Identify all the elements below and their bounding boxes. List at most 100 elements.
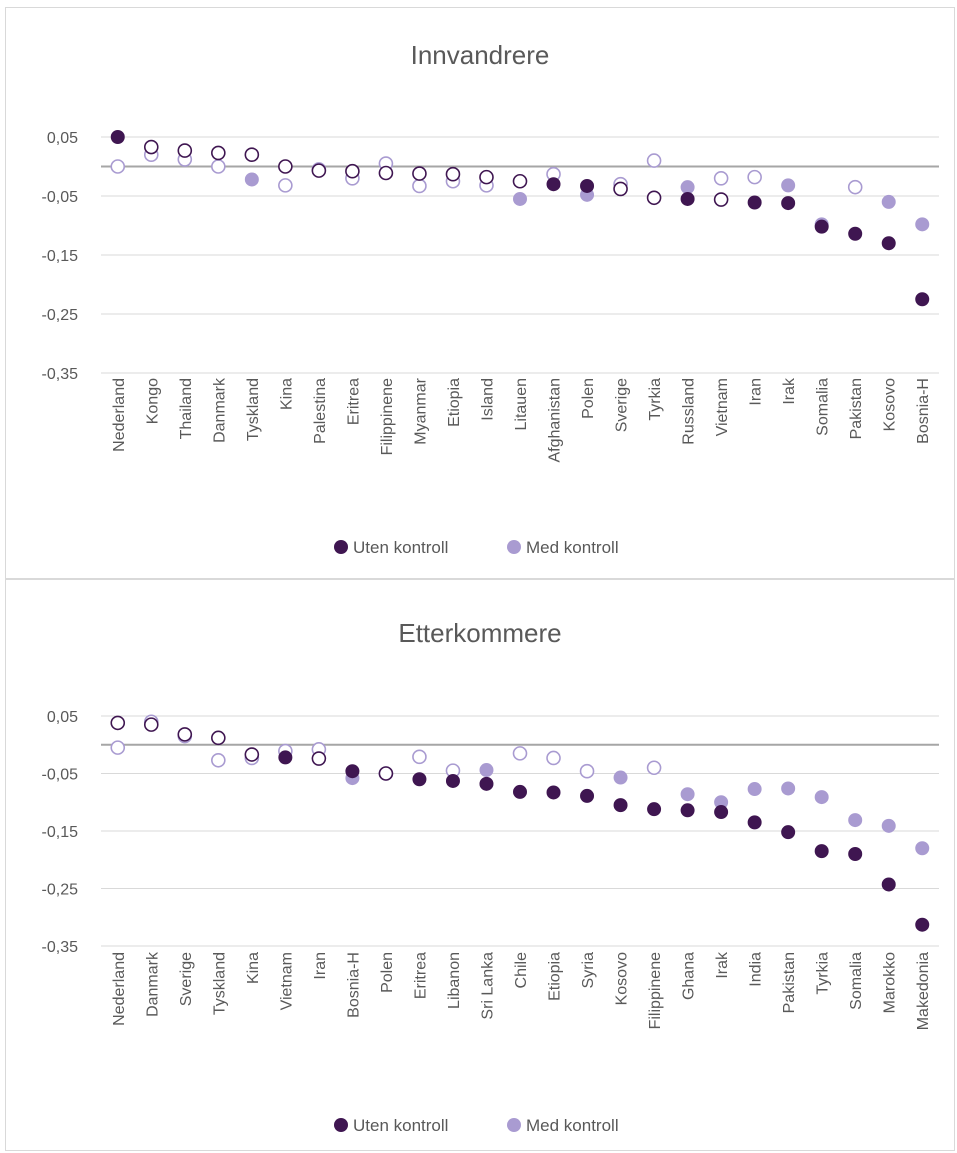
chart-title: Innvandrere xyxy=(411,40,550,70)
y-tick-label: -0,25 xyxy=(42,882,79,899)
point-uten-kontroll xyxy=(143,717,159,732)
x-tick-label: Syria xyxy=(580,952,597,989)
point-uten-kontroll xyxy=(378,766,394,781)
point-med-kontroll xyxy=(110,740,126,755)
x-tick-label: Iran xyxy=(312,952,329,980)
chart-etterkommere: Etterkommere 0,05 -0,05 -0,15 -0,25 -0,35 Ne… xyxy=(42,618,939,1135)
point-med-kontroll xyxy=(781,178,796,193)
point-uten-kontroll xyxy=(714,805,729,820)
y-tick-label: 0,05 xyxy=(47,709,78,726)
point-uten-kontroll xyxy=(110,130,125,144)
point-med-kontroll xyxy=(244,172,259,187)
x-tick-label: Libanon xyxy=(446,952,463,1009)
x-tick-label: Eritrea xyxy=(345,378,362,425)
x-tick-label: Somalia xyxy=(848,952,865,1010)
x-tick-label: Iran xyxy=(748,378,765,406)
x-tick-label: India xyxy=(748,952,765,987)
y-tick-label: -0,05 xyxy=(42,767,79,784)
point-med-kontroll xyxy=(781,781,796,796)
x-tick-label: Thailand xyxy=(178,378,195,439)
x-tick-label: Vietnam xyxy=(714,378,731,436)
point-uten-kontroll xyxy=(177,727,193,742)
x-tick-label: Filippinene xyxy=(647,952,664,1029)
point-med-kontroll xyxy=(412,178,427,194)
point-uten-kontroll xyxy=(177,143,193,158)
point-uten-kontroll xyxy=(647,802,662,817)
point-uten-kontroll xyxy=(646,190,662,206)
x-tick-label: Marokko xyxy=(882,952,899,1013)
point-med-kontroll xyxy=(110,159,126,174)
point-uten-kontroll xyxy=(211,145,226,161)
point-uten-kontroll xyxy=(613,798,628,813)
point-uten-kontroll xyxy=(479,169,494,185)
point-med-kontroll xyxy=(646,153,662,168)
point-uten-kontroll xyxy=(881,236,896,251)
legend-marker-uten xyxy=(334,540,348,554)
y-tick-label: 0,05 xyxy=(47,130,78,147)
legend-label-uten: Uten kontroll xyxy=(353,1116,448,1135)
x-tick-label: Danmark xyxy=(211,377,228,443)
point-uten-kontroll xyxy=(814,844,829,859)
point-med-kontroll xyxy=(513,191,527,206)
point-uten-kontroll xyxy=(445,773,460,788)
x-tick-label: Kongo xyxy=(144,378,161,424)
point-uten-kontroll xyxy=(311,163,327,178)
point-med-kontroll xyxy=(747,169,762,185)
x-tick-label: Makedonia xyxy=(915,952,932,1030)
x-tick-label: Filippinene xyxy=(379,378,396,455)
x-tick-label: Pakistan xyxy=(781,952,798,1013)
x-tick-label: Ghana xyxy=(681,952,698,1000)
point-med-kontroll xyxy=(881,194,896,209)
legend-marker-med xyxy=(507,1118,521,1132)
point-med-kontroll xyxy=(613,770,628,785)
chart-title: Etterkommere xyxy=(398,618,561,648)
point-uten-kontroll xyxy=(211,730,226,746)
chart-panel-innvandrere: Innvandrere 0,05 -0,05 -0,15 -0,25 -0,35 Ned… xyxy=(5,7,955,579)
point-med-kontroll xyxy=(915,217,930,232)
x-tick-label: Kosovo xyxy=(882,378,899,431)
point-uten-kontroll xyxy=(881,877,896,892)
point-uten-kontroll xyxy=(378,165,394,181)
x-tick-label: Island xyxy=(479,378,496,421)
point-uten-kontroll xyxy=(814,219,829,234)
legend-label-med: Med kontroll xyxy=(526,1116,619,1135)
point-med-kontroll xyxy=(848,813,863,828)
point-uten-kontroll xyxy=(479,776,494,791)
point-uten-kontroll xyxy=(412,166,427,181)
x-tick-label: Somalia xyxy=(815,378,832,436)
point-med-kontroll xyxy=(211,159,226,174)
x-tick-label: Tyskland xyxy=(211,952,228,1015)
point-uten-kontroll xyxy=(580,178,595,193)
x-tick-label: Vietnam xyxy=(278,952,295,1010)
point-uten-kontroll xyxy=(915,292,930,307)
point-med-kontroll xyxy=(646,760,662,776)
point-med-kontroll xyxy=(680,787,695,802)
point-uten-kontroll xyxy=(781,825,796,840)
x-tick-label: Eritrea xyxy=(412,952,429,999)
x-tick-label: Palestina xyxy=(312,378,329,444)
y-tick-label: -0,15 xyxy=(42,824,79,841)
x-tick-label: Nederland xyxy=(111,378,128,452)
x-tick-label: Sverige xyxy=(178,952,195,1006)
point-uten-kontroll xyxy=(244,147,260,162)
y-tick-label: -0,35 xyxy=(42,366,79,383)
point-med-kontroll xyxy=(579,763,595,779)
point-uten-kontroll xyxy=(680,191,695,206)
y-tick-label: -0,25 xyxy=(42,307,79,324)
y-tick-label: -0,05 xyxy=(42,189,79,206)
point-uten-kontroll xyxy=(278,750,293,765)
point-med-kontroll xyxy=(211,752,226,768)
point-uten-kontroll xyxy=(311,751,327,766)
x-tick-label: Irak xyxy=(714,951,731,979)
point-med-kontroll xyxy=(847,179,863,195)
point-uten-kontroll xyxy=(513,784,527,799)
point-uten-kontroll xyxy=(445,166,461,182)
chart-innvandrere: Innvandrere 0,05 -0,05 -0,15 -0,25 -0,35 Ned… xyxy=(42,40,939,557)
x-tick-label: Chile xyxy=(513,952,530,989)
x-tick-label: Russland xyxy=(681,378,698,445)
point-uten-kontroll xyxy=(546,785,561,800)
x-tick-label: Bosnia-H xyxy=(345,952,362,1018)
x-tick-label: Danmark xyxy=(144,951,161,1017)
point-uten-kontroll xyxy=(110,715,126,731)
point-uten-kontroll xyxy=(848,847,863,861)
